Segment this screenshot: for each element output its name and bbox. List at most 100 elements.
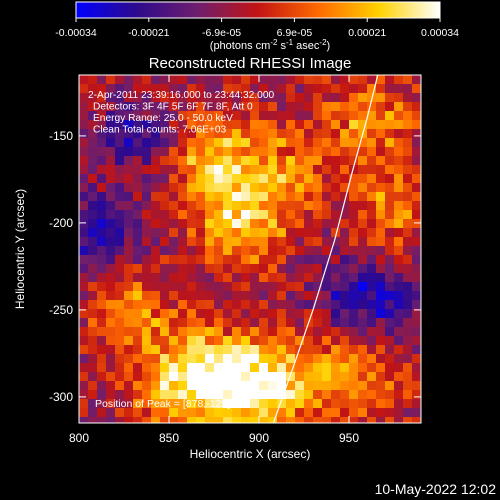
heatmap-cell: [412, 255, 421, 265]
heatmap-cell: [349, 282, 359, 292]
heatmap-cell: [241, 93, 251, 103]
heatmap-cell: [304, 165, 314, 175]
heatmap-cell: [331, 417, 341, 423]
heatmap-cell: [214, 345, 224, 355]
heatmap-cell: [277, 327, 287, 337]
heatmap-cell: [286, 282, 296, 292]
heatmap-cell: [376, 219, 386, 229]
heatmap-cell: [376, 336, 386, 346]
heatmap-cell: [376, 138, 386, 148]
heatmap-cell: [223, 93, 233, 103]
heatmap-cell: [205, 273, 215, 283]
heatmap-cell: [178, 156, 188, 166]
heatmap-cell: [286, 363, 296, 373]
heatmap-cell: [178, 282, 188, 292]
heatmap-cell: [340, 381, 350, 391]
heatmap-cell: [115, 390, 125, 400]
heatmap-cell: [340, 363, 350, 373]
heatmap-cell: [133, 237, 143, 247]
heatmap-cell: [133, 246, 143, 256]
heatmap-cell: [115, 381, 125, 391]
heatmap-cell: [223, 201, 233, 211]
heatmap-cell: [88, 129, 98, 139]
heatmap-cell: [250, 408, 260, 418]
heatmap-cell: [403, 282, 413, 292]
heatmap-cell: [178, 246, 188, 256]
heatmap-cell: [160, 102, 170, 112]
heatmap-cell: [412, 372, 421, 382]
y-axis-ticks: -150-200-250-300: [49, 129, 421, 404]
heatmap-cell: [232, 147, 242, 157]
heatmap-cell: [160, 147, 170, 157]
heatmap-cell: [232, 93, 242, 103]
heatmap-cell: [394, 174, 404, 184]
heatmap-cell: [304, 75, 314, 85]
heatmap-cell: [160, 210, 170, 220]
heatmap-cell: [97, 291, 107, 301]
heatmap-cell: [187, 192, 197, 202]
heatmap-cell: [250, 93, 260, 103]
heatmap-cell: [124, 111, 134, 121]
heatmap-cell: [259, 147, 269, 157]
heatmap-cell: [304, 273, 314, 283]
heatmap-cell: [79, 327, 89, 337]
heatmap-cell: [322, 219, 332, 229]
heatmap-cell: [106, 156, 116, 166]
heatmap-cell: [349, 246, 359, 256]
heatmap-cell: [412, 354, 421, 364]
heatmap-cell: [187, 201, 197, 211]
heatmap-cell: [124, 102, 134, 112]
heatmap-cell: [331, 156, 341, 166]
heatmap-cell: [187, 417, 197, 423]
heatmap-cell: [394, 399, 404, 409]
heatmap-cell: [259, 327, 269, 337]
heatmap-cell: [358, 327, 368, 337]
heatmap-cell: [277, 147, 287, 157]
heatmap-cell: [79, 138, 89, 148]
heatmap-cell: [106, 318, 116, 328]
heatmap-cell: [79, 417, 89, 423]
heatmap-cell: [151, 417, 161, 423]
heatmap-cell: [367, 165, 377, 175]
heatmap-cell: [241, 75, 251, 85]
heatmap-cell: [277, 111, 287, 121]
heatmap-cell: [151, 210, 161, 220]
heatmap-cell: [340, 399, 350, 409]
heatmap-cell: [142, 111, 152, 121]
heatmap-cell: [169, 147, 179, 157]
heatmap-cell: [376, 318, 386, 328]
heatmap-cell: [124, 138, 134, 148]
heatmap-cell: [313, 318, 323, 328]
heatmap-cell: [187, 291, 197, 301]
heatmap-cell: [151, 138, 161, 148]
heatmap-cell: [97, 327, 107, 337]
heatmap-cell: [232, 111, 242, 121]
heatmap-cell: [295, 165, 305, 175]
heatmap-cell: [268, 129, 278, 139]
heatmap-cell: [133, 336, 143, 346]
heatmap-cell: [394, 111, 404, 121]
heatmap-cell: [367, 327, 377, 337]
heatmap-cell: [142, 417, 152, 423]
heatmap-cell: [106, 345, 116, 355]
heatmap-cell: [259, 255, 269, 265]
heatmap-cell: [313, 129, 323, 139]
colorbar-tick-label: 0.00034: [421, 27, 459, 39]
heatmap-cell: [340, 165, 350, 175]
heatmap-cell: [151, 120, 161, 130]
heatmap-cell: [322, 93, 332, 103]
heatmap-cell: [349, 417, 359, 423]
heatmap-cell: [412, 111, 421, 121]
heatmap-cell: [295, 138, 305, 148]
heatmap-cell: [277, 309, 287, 319]
heatmap-cell: [115, 354, 125, 364]
heatmap-cell: [322, 201, 332, 211]
heatmap-cell: [403, 138, 413, 148]
heatmap-cell: [187, 93, 197, 103]
heatmap-cell: [367, 75, 377, 85]
heatmap-cell: [205, 111, 215, 121]
heatmap-cell: [169, 282, 179, 292]
heatmap-cell: [394, 219, 404, 229]
heatmap-cell: [151, 354, 161, 364]
heatmap-cell: [142, 246, 152, 256]
